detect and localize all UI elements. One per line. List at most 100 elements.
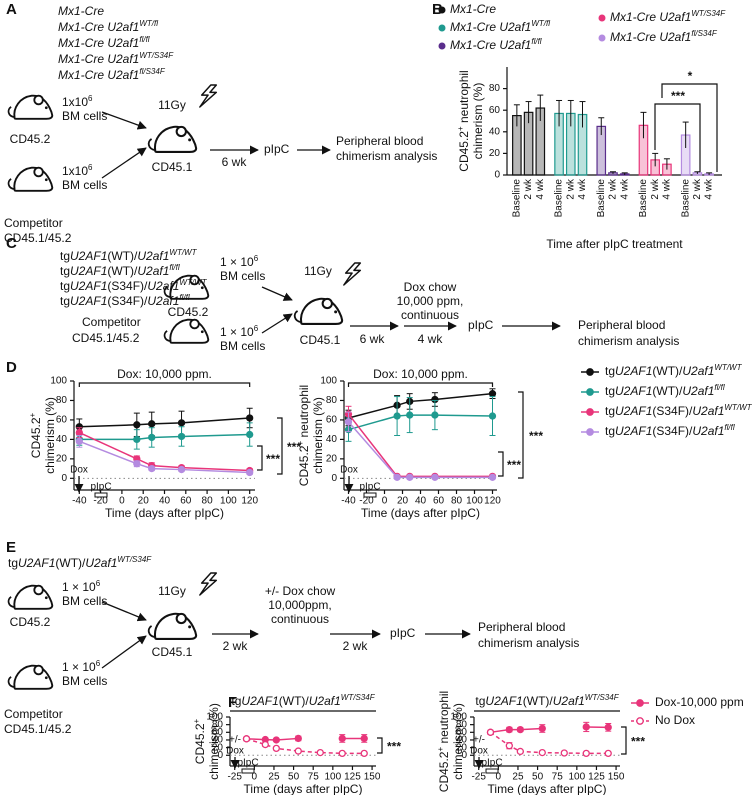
text-span: 1x10 (62, 164, 88, 178)
data-point (338, 734, 346, 743)
legend-marker (586, 388, 594, 396)
cells-label: BM cells (62, 594, 107, 608)
text-span: U2af1 (309, 694, 341, 708)
significance-bracket (257, 445, 263, 471)
data-point (75, 437, 83, 445)
panel-label: A (6, 1, 17, 18)
cells-label: BM cells (220, 269, 265, 283)
error-bar (609, 171, 616, 174)
data-point (538, 724, 546, 733)
significance-label: *** (287, 440, 301, 454)
text-span: U2af1 (85, 556, 117, 570)
significance-bracket (621, 726, 627, 755)
legend-marker (438, 42, 446, 50)
x-tick-label: Baseline (596, 179, 607, 218)
y-axis-label: chimerism (%) (451, 703, 465, 780)
series-line (490, 726, 609, 734)
text-span: Mx1-Cre U2af1 (58, 52, 139, 66)
text-span: 1 × 10 (62, 660, 96, 674)
x-tick-label: 120 (484, 496, 501, 507)
text-span: tg (475, 694, 485, 708)
treatment-label: pIpC (468, 318, 494, 332)
text-span: 6 (96, 579, 101, 588)
data-point (148, 433, 156, 442)
data-point (393, 473, 401, 481)
interval-label: 6 wk (222, 155, 248, 169)
y-axis-label: CD45.2+ (192, 718, 208, 764)
text-span: CD45.2 (29, 417, 43, 458)
error-bar (567, 99, 574, 127)
x-tick-label: 4 wk (662, 178, 673, 200)
text-span: tg (605, 364, 615, 378)
data-point (246, 468, 254, 477)
competitor-label: CD45.1/45.2 (72, 331, 140, 345)
readout-label: Peripheral blood (578, 318, 665, 332)
genotype-label: tgU2AF1(WT)/U2af1WT/WT (60, 248, 198, 264)
y-axis-label: chimerism (%) (311, 397, 325, 474)
legend-label: tgU2AF1(WT)/U2af1WT/WT (605, 363, 743, 379)
y-axis-label: chimerism (%) (43, 397, 57, 474)
text-span: U2AF1 (485, 694, 522, 708)
data-point (431, 411, 439, 419)
data-point (560, 749, 568, 757)
text-span: tg (605, 404, 615, 418)
diet-label: +/- Dox chow (265, 584, 336, 598)
x-tick-label: 150 (608, 772, 625, 783)
legend-label: Mx1-Cre U2af1fl/S34F (610, 29, 718, 45)
error-bar (694, 171, 701, 174)
text-span: chimerism (%) (311, 397, 325, 474)
y-tick-label: 100 (450, 712, 467, 723)
dox-arrow-label: +/- (473, 735, 485, 746)
text-span: U2AF1 (18, 556, 55, 570)
cells-label: 1 × 106 (220, 254, 259, 270)
error-bar (525, 101, 532, 124)
y-axis-label: chimerism (%) (471, 83, 485, 160)
text-span: 1x10 (62, 95, 88, 109)
text-span: + (192, 718, 201, 723)
text-span: U2AF1 (615, 364, 652, 378)
text-span: (WT)/ (652, 364, 683, 378)
dox-period-line (78, 382, 251, 387)
x-tick-label: 4 wk (704, 178, 715, 200)
significance-label: *** (671, 89, 685, 103)
genotype-label: Mx1-Cre U2af1WT/fl (58, 19, 158, 35)
text-span: + (436, 747, 445, 752)
text-span: neutrophil (437, 691, 451, 747)
y-tick-label: 20 (489, 148, 501, 159)
error-bar (640, 111, 647, 139)
text-span: neutrophil (457, 70, 471, 126)
data-point (338, 749, 346, 758)
text-span: (S34F)/ (107, 294, 148, 308)
text-span: + (456, 126, 465, 131)
x-tick-label: -20 (93, 496, 108, 507)
dox-arrow-label: Dox (226, 746, 244, 757)
text-span: U2af1 (137, 264, 169, 278)
text-span: U2AF1 (615, 384, 652, 398)
pipc-label: pIpC (359, 482, 380, 493)
donor-label: CD45.2 (10, 132, 51, 146)
pipc-box (485, 768, 499, 774)
cells-label: BM cells (62, 109, 107, 123)
data-point (294, 734, 302, 743)
text-span: (WT)/ (523, 694, 554, 708)
data-point (604, 723, 612, 731)
competitor-label: Competitor (82, 315, 141, 329)
text-span: U2AF1 (241, 694, 278, 708)
text-span: WT/S34F (691, 9, 726, 18)
dox-period-line (347, 382, 494, 387)
error-bar (556, 99, 563, 127)
text-span: WT/S34F (585, 693, 620, 702)
y-tick-label: 100 (206, 712, 223, 723)
panel-label: E (6, 539, 16, 556)
y-tick-label: 40 (56, 434, 68, 445)
text-span: fl/S34F (139, 67, 165, 76)
significance-bracket (498, 451, 504, 477)
x-tick-label: -40 (341, 496, 356, 507)
readout-label: chimerism analysis (336, 149, 437, 163)
data-point (316, 748, 324, 757)
legend-label: tgU2AF1(S34F)/U2af1fl/fl (605, 423, 735, 439)
y-tick-label: 60 (56, 415, 68, 426)
y-tick-label: 0 (461, 750, 467, 761)
